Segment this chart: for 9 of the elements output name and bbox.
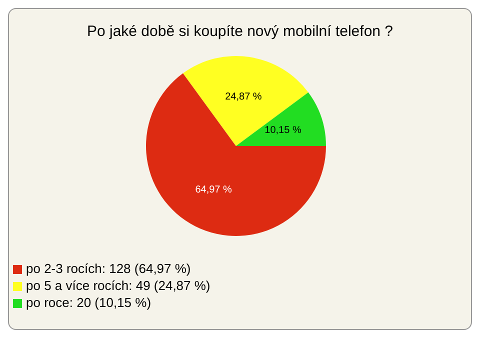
data-label: 64,97 % xyxy=(195,184,232,196)
pie-slice xyxy=(146,73,326,236)
pie-slice xyxy=(182,56,308,146)
legend-label: po roce: 20 (10,15 %) xyxy=(26,295,152,310)
legend-label: po 2-3 rocích: 128 (64,97 %) xyxy=(26,261,191,276)
data-label: 24,87 % xyxy=(225,92,262,103)
legend-label: po 5 a více rocích: 49 (24,87 %) xyxy=(26,278,210,293)
chart-title: Po jaké době si koupíte nový mobilní telefon ? xyxy=(86,23,394,40)
data-label: 10,15 % xyxy=(264,124,302,136)
